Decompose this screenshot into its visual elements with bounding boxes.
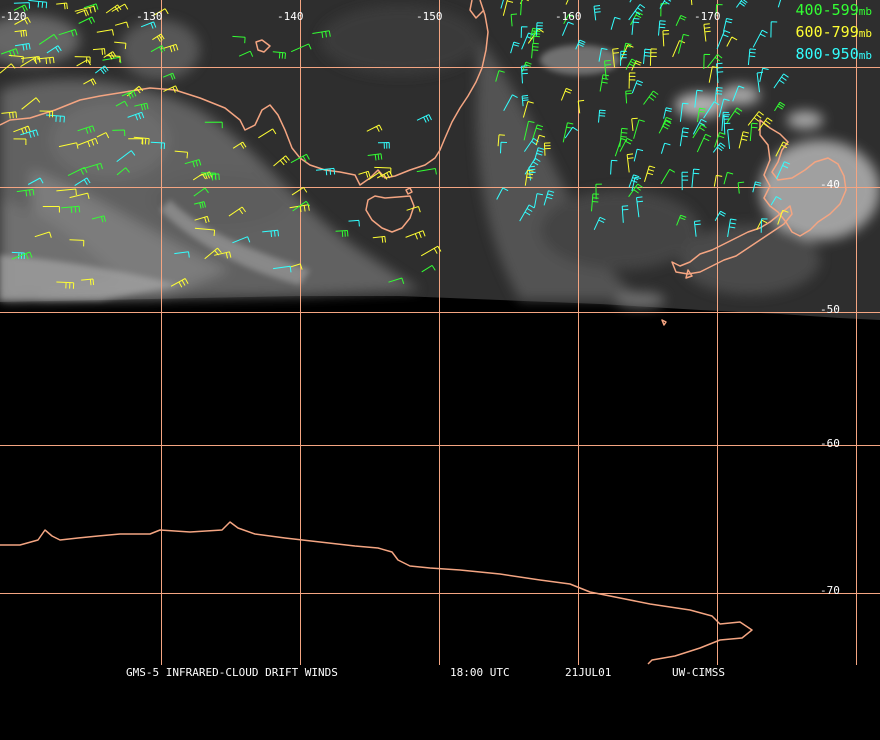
latitude-label: -60 xyxy=(820,438,840,450)
caption-time: 18:00 UTC xyxy=(450,665,510,680)
legend-item-600-799: 600-799mb xyxy=(796,22,872,44)
longitude-label: -150 xyxy=(416,11,443,23)
small-island xyxy=(662,320,666,325)
legend-unit: mb xyxy=(859,5,872,18)
image-caption: GMS-5 INFRARED-CLOUD DRIFT WINDS 18:00 U… xyxy=(0,665,880,680)
satellite-map xyxy=(0,0,880,680)
legend-unit: mb xyxy=(859,27,872,40)
longitude-label: -120 xyxy=(0,11,27,23)
caption-product: GMS-5 INFRARED-CLOUD DRIFT WINDS xyxy=(126,665,338,680)
pressure-legend: 400-599mb 600-799mb 800-950mb xyxy=(796,0,872,66)
latitude-label: -40 xyxy=(820,179,840,191)
longitude-label: -130 xyxy=(136,11,163,23)
legend-item-800-950: 800-950mb xyxy=(796,44,872,66)
caption-date: 21JUL01 xyxy=(565,665,611,680)
longitude-label: -170 xyxy=(694,11,721,23)
legend-range: 800-950 xyxy=(796,45,859,63)
longitude-label: -160 xyxy=(555,11,582,23)
longitude-label: -140 xyxy=(277,11,304,23)
caption-source: UW-CIMSS xyxy=(672,665,725,680)
legend-item-400-599: 400-599mb xyxy=(796,0,872,22)
legend-unit: mb xyxy=(859,49,872,62)
latitude-label: -50 xyxy=(820,304,840,316)
latitude-label: -70 xyxy=(820,585,840,597)
legend-range: 600-799 xyxy=(796,23,859,41)
legend-range: 400-599 xyxy=(796,1,859,19)
